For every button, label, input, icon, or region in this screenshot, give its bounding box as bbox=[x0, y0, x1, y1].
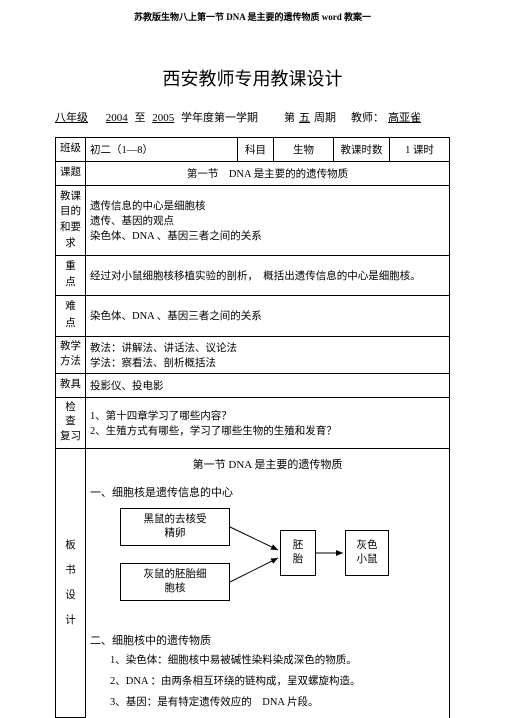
cell-tool: 投影仪、投电影 bbox=[86, 373, 450, 397]
teacher-label: 教师： bbox=[351, 112, 384, 124]
table-row: 重 点 经过对小鼠细胞核移植实验的剖析， 概括出遗传信息的中心是细胞核。 bbox=[56, 255, 450, 296]
cell-board-label: 板书设计 bbox=[56, 448, 86, 718]
purpose-line: 遗传、基因的观点 bbox=[90, 213, 445, 228]
method-line: 学法：察看法、剖析概括法 bbox=[90, 355, 445, 370]
diagram-box-2: 灰鼠的胚胎细 胞核 bbox=[120, 563, 230, 601]
diagram-box-4: 灰色 小鼠 bbox=[345, 530, 389, 576]
lesson-table: 班级 初二（1—8） 科目 生物 教课时数 1 课时 课题 第一节 DNA 是主… bbox=[55, 137, 450, 718]
cell-method-label: 教学方法 bbox=[56, 336, 86, 373]
cell-class: 初二（1—8） bbox=[86, 138, 238, 162]
purpose-line: 染色体、DNA 、基因三者之间的关系 bbox=[90, 228, 445, 243]
cell-method: 教法：讲解法、讲话法、议论法 学法：察看法、剖析概括法 bbox=[86, 336, 450, 373]
board-title: 第一节 DNA 是主要的遗传物质 bbox=[90, 452, 445, 480]
cell-subject: 生物 bbox=[274, 138, 334, 162]
page: 西安教师专用教课设计 八年级 2004 至 2005 学年度第一学期 第五周期 … bbox=[0, 23, 505, 718]
cell-hours-label: 教课时数 bbox=[334, 138, 390, 162]
cell-review-label: 检 查复习 bbox=[56, 397, 86, 448]
board-sect1: 一、细胞核是遗传信息的中心 bbox=[90, 480, 445, 504]
year-sep: 至 bbox=[135, 112, 146, 124]
cell-review: 1、第十四章学习了哪些内容？ 2、生殖方式有哪些，学习了哪些生物的生殖和发育？ bbox=[86, 397, 450, 448]
table-row: 难 点 染色体、DNA 、基因三者之间的关系 bbox=[56, 296, 450, 337]
diagram-box-1: 黑鼠的去核受 精卵 bbox=[120, 508, 230, 546]
board-sect2: 二、细胞核中的遗传物质 bbox=[90, 628, 445, 652]
diagram-box-3: 胚 胎 bbox=[280, 530, 316, 576]
review-line: 2、生殖方式有哪些，学习了哪些生物的生殖和发育？ bbox=[90, 423, 445, 438]
cell-board: 第一节 DNA 是主要的遗传物质 一、细胞核是遗传信息的中心 bbox=[86, 448, 450, 718]
table-row: 检 查复习 1、第十四章学习了哪些内容？ 2、生殖方式有哪些，学习了哪些生物的生… bbox=[56, 397, 450, 448]
doc-title: 西安教师专用教课设计 bbox=[55, 53, 450, 109]
box4-line2: 小鼠 bbox=[357, 553, 378, 567]
box1-line1: 黑鼠的去核受 bbox=[144, 513, 207, 527]
week: 五 bbox=[299, 112, 310, 124]
cell-keypoint-label: 重 点 bbox=[56, 255, 86, 296]
table-row: 课题 第一节 DNA 是主要的的遗传物质 bbox=[56, 161, 450, 185]
year-to: 2005 bbox=[152, 112, 174, 124]
board-item1: 1、染色体：细胞核中易被碱性染料染成深色的物质。 bbox=[90, 652, 445, 673]
purpose-line: 遗传信息的中心是细胞核 bbox=[90, 198, 445, 213]
grade: 八年级 bbox=[55, 112, 88, 124]
meta-line: 八年级 2004 至 2005 学年度第一学期 第五周期 教师： 高亚雀 bbox=[55, 109, 450, 137]
cell-topic: 第一节 DNA 是主要的的遗传物质 bbox=[86, 161, 450, 185]
method-line: 教法：讲解法、讲话法、议论法 bbox=[90, 340, 445, 355]
cell-tool-label: 教具 bbox=[56, 373, 86, 397]
review-line: 1、第十四章学习了哪些内容？ bbox=[90, 408, 445, 423]
box4-line1: 灰色 bbox=[357, 539, 378, 553]
teacher: 高亚雀 bbox=[388, 112, 421, 124]
table-row: 板书设计 第一节 DNA 是主要的遗传物质 一、细胞核是遗传信息的中心 bbox=[56, 448, 450, 718]
cell-purpose-label: 教课目的和要求 bbox=[56, 185, 86, 255]
table-row: 教学方法 教法：讲解法、讲话法、议论法 学法：察看法、剖析概括法 bbox=[56, 336, 450, 373]
box3-line2: 胎 bbox=[293, 553, 304, 567]
term: 学年度第一学期 bbox=[181, 112, 258, 124]
box1-line2: 精卵 bbox=[165, 527, 186, 541]
box3-line1: 胚 bbox=[293, 539, 304, 553]
table-row: 教具 投影仪、投电影 bbox=[56, 373, 450, 397]
cell-topic-label: 课题 bbox=[56, 161, 86, 185]
box2-line1: 灰鼠的胚胎细 bbox=[144, 568, 207, 582]
year-from: 2004 bbox=[106, 112, 128, 124]
flow-diagram: 黑鼠的去核受 精卵 灰鼠的胚胎细 胞核 胚 胎 灰色 小鼠 bbox=[120, 508, 445, 618]
cell-keypoint: 经过对小鼠细胞核移植实验的剖析， 概括出遗传信息的中心是细胞核。 bbox=[86, 255, 450, 296]
cell-difficult: 染色体、DNA 、基因三者之间的关系 bbox=[86, 296, 450, 337]
week-suffix: 周期 bbox=[314, 112, 336, 124]
cell-class-label: 班级 bbox=[56, 138, 86, 162]
board-item3: 3、基因：是有特定遗传效应的 DNA 片段。 bbox=[90, 694, 445, 715]
box2-line2: 胞核 bbox=[165, 582, 186, 596]
board-item2: 2、DNA ：由两条相互环绕的链构成，呈双螺旋构造。 bbox=[90, 673, 445, 694]
table-row: 教课目的和要求 遗传信息的中心是细胞核 遗传、基因的观点 染色体、DNA 、基因… bbox=[56, 185, 450, 255]
cell-difficult-label: 难 点 bbox=[56, 296, 86, 337]
top-caption: 苏教版生物八上第一节 DNA 是主要的遗传物质 word 教案一 bbox=[0, 0, 505, 23]
week-prefix: 第 bbox=[284, 112, 295, 124]
cell-subject-label: 科目 bbox=[238, 138, 274, 162]
cell-hours: 1 课时 bbox=[390, 138, 450, 162]
cell-purpose: 遗传信息的中心是细胞核 遗传、基因的观点 染色体、DNA 、基因三者之间的关系 bbox=[86, 185, 450, 255]
table-row: 班级 初二（1—8） 科目 生物 教课时数 1 课时 bbox=[56, 138, 450, 162]
